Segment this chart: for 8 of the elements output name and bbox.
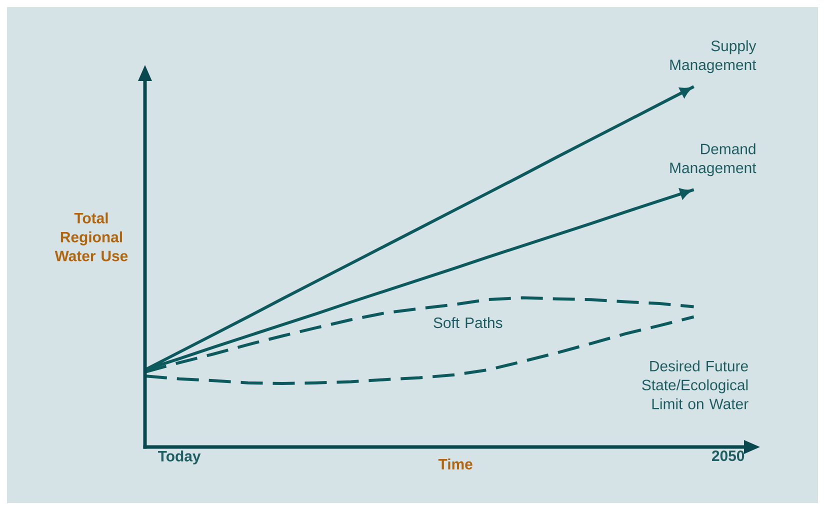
y-axis-title: Total Regional Water Use [54, 212, 128, 262]
x-axis-title: Time [438, 458, 472, 470]
annotation: Desired Future State/Ecological Limit on Water [642, 360, 748, 410]
x-tick-label: 2050 [712, 450, 744, 462]
series-label: Demand Management [670, 143, 756, 176]
series-label: Soft Paths [434, 317, 502, 328]
x-tick-label: Today [158, 450, 201, 464]
series-label: Supply Management [670, 40, 756, 74]
